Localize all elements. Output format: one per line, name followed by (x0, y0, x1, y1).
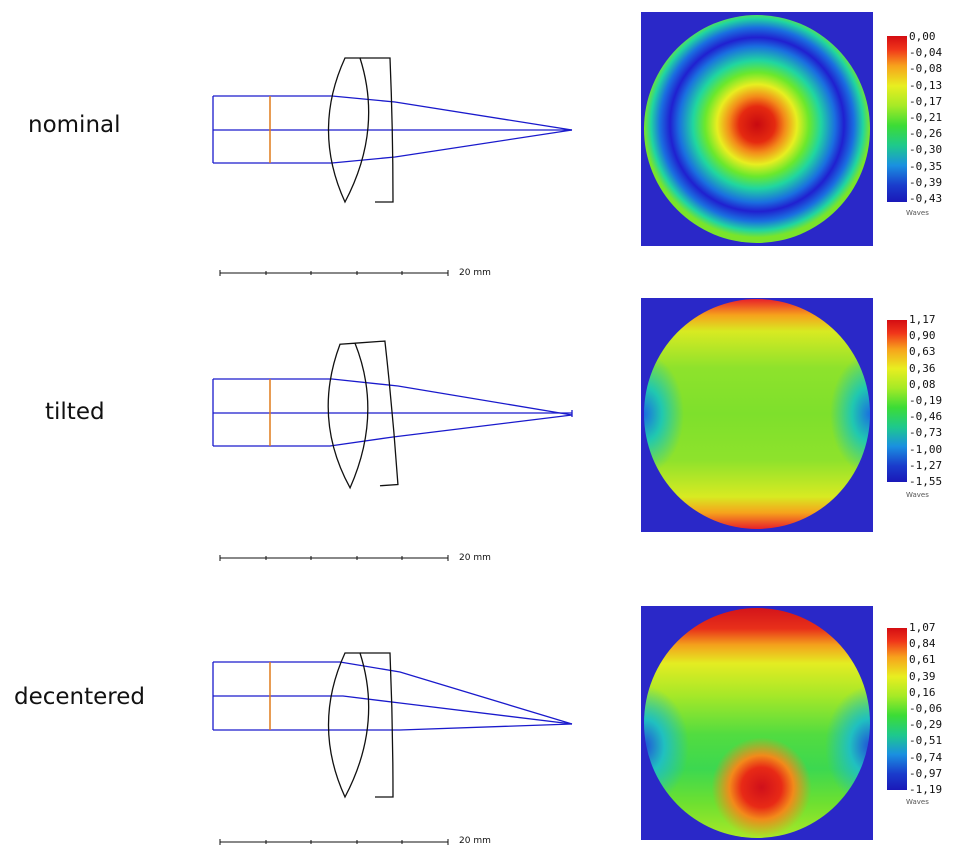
row-label-nominal: nominal (28, 112, 121, 138)
lens-layout-nominal (212, 57, 573, 276)
tick: -0,06 (909, 702, 943, 715)
tick: 0,63 (909, 345, 936, 359)
colorbar-unit-nominal: Waves (906, 209, 929, 217)
tick: -0,46 (909, 410, 943, 424)
tick: -0,26 (909, 127, 943, 141)
tick: -0,30 (909, 143, 943, 157)
lens-elements (327, 340, 399, 490)
rays (212, 661, 573, 731)
scale-bar (219, 839, 449, 845)
tick: -0,17 (909, 94, 943, 108)
tick: -0,43 (909, 192, 943, 205)
wavefront-map-nominal (641, 12, 873, 246)
tick: -1,19 (909, 783, 943, 796)
colorbar-nominal (887, 36, 907, 202)
ray-bottom (213, 723, 573, 731)
colorbar-decentered (887, 628, 907, 790)
colorbar-unit-decentered: Waves (906, 798, 929, 806)
tick: -0,97 (909, 766, 943, 780)
tick: -1,27 (909, 458, 943, 472)
tick: 0,00 (909, 30, 936, 43)
tick: 0,90 (909, 329, 936, 343)
row-label-tilted: tilted (45, 399, 105, 425)
tick: -0,08 (909, 62, 943, 76)
tick: -0,74 (909, 750, 943, 764)
colorbar-tilted (887, 320, 907, 482)
wavefront-map-tilted (641, 298, 873, 532)
wavefront-disc (644, 15, 870, 243)
scale-label-nominal: 20 mm (459, 268, 491, 278)
tick: -0,21 (909, 111, 943, 124)
ray-bottom (213, 129, 573, 164)
tick: -0,29 (909, 718, 943, 732)
colorbar-unit-tilted: Waves (906, 491, 929, 499)
tick: -1,00 (909, 442, 943, 456)
lens-elements (327, 652, 394, 799)
lens-element-2 (360, 57, 394, 203)
wavefront-map-decentered (641, 606, 873, 840)
lens-elements (327, 57, 394, 204)
tick: 1,17 (909, 313, 936, 326)
tick: -0,19 (909, 394, 943, 407)
scale-bar (219, 270, 449, 276)
tick: -0,73 (909, 426, 943, 440)
tick: -0,39 (909, 175, 943, 189)
lens-element-1 (327, 342, 369, 490)
ray-top (213, 378, 573, 416)
tick: 1,07 (909, 621, 936, 634)
ray-top (213, 95, 573, 131)
rays (212, 378, 573, 447)
wavefront-disc (644, 299, 870, 529)
tick: -0,04 (909, 46, 943, 60)
row-label-decentered: decentered (14, 684, 145, 710)
tick: -1,55 (909, 475, 943, 488)
tick: 0,84 (909, 637, 936, 651)
scale-bar (219, 555, 449, 561)
scale-label-decentered: 20 mm (459, 836, 491, 846)
tick: 0,61 (909, 653, 936, 667)
lens-element-1 (327, 652, 370, 799)
tick: -0,35 (909, 159, 943, 173)
tick: 0,16 (909, 685, 936, 699)
wavefront-disc (644, 608, 870, 838)
tick: -0,51 (909, 734, 943, 748)
lens-element-2 (354, 340, 399, 487)
tick: -0,13 (909, 78, 943, 92)
scale-label-tilted: 20 mm (459, 553, 491, 563)
ray-center (213, 695, 573, 725)
lens-element-2 (360, 652, 394, 798)
tick: 0,39 (909, 669, 936, 683)
lens-layout-decentered (212, 652, 573, 845)
ray-bottom (213, 414, 573, 447)
tick: 0,08 (909, 377, 936, 391)
lens-element-1 (327, 57, 370, 204)
tick: 0,36 (909, 361, 936, 375)
lens-layout-tilted (212, 340, 573, 561)
ray-top (213, 661, 573, 725)
